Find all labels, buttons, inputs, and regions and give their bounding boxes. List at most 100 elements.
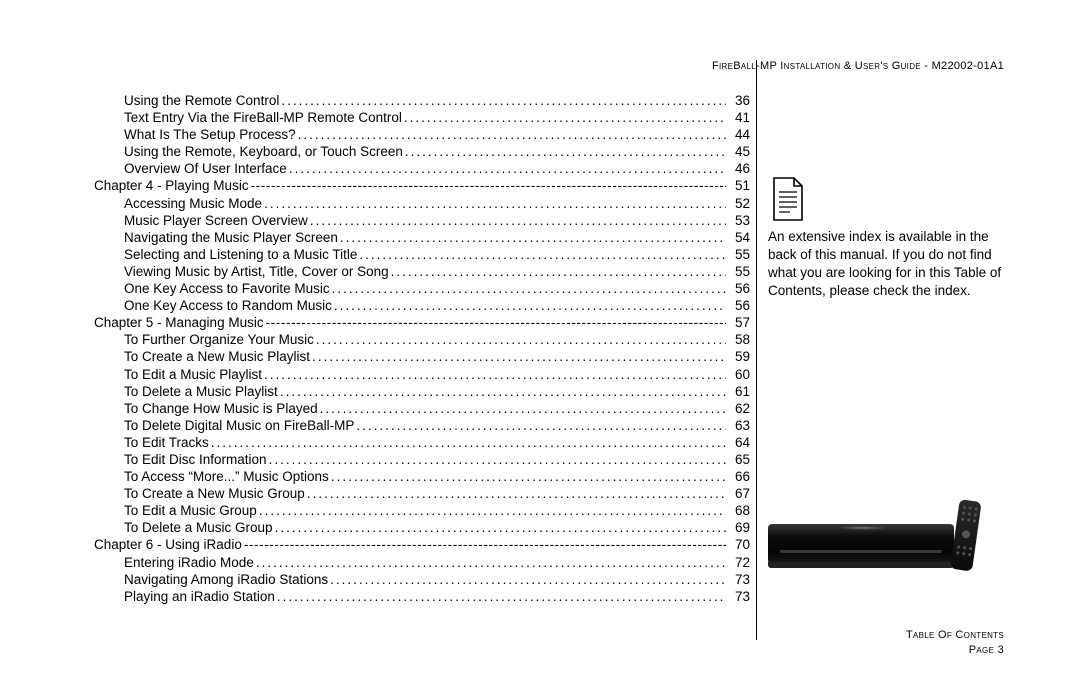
toc-entry: To Edit a Music Group 68	[94, 502, 750, 519]
toc-label: Using the Remote Control	[124, 92, 279, 109]
page-footer: Table Of Contents Page 3	[906, 628, 1004, 658]
toc-entry: To Further Organize Your Music 58	[94, 331, 750, 348]
toc-page-number: 57	[728, 314, 750, 331]
toc-entry: Overview Of User Interface46	[94, 160, 750, 177]
toc-label: Chapter 4 - Playing Music	[94, 177, 249, 194]
toc-label: What Is The Setup Process?	[124, 126, 296, 143]
toc-page-number: 44	[728, 126, 750, 143]
toc-page-number: 56	[728, 297, 750, 314]
toc-page-number: 65	[728, 451, 750, 468]
toc-leader-dots	[330, 571, 726, 588]
toc-leader-dots	[312, 348, 726, 365]
toc-label: Overview Of User Interface	[124, 160, 287, 177]
toc-page-number: 62	[728, 400, 750, 417]
toc-entry: Navigating the Music Player Screen 54	[94, 229, 750, 246]
toc-label: Playing an iRadio Station	[124, 588, 275, 605]
toc-page-number: 36	[728, 92, 750, 109]
toc-leader-dots	[269, 451, 726, 468]
toc-entry: To Edit Tracks64	[94, 434, 750, 451]
remote-control	[940, 498, 991, 573]
toc-leader-dots	[359, 246, 726, 263]
toc-label: Chapter 5 - Managing Music	[94, 314, 264, 331]
toc-entry: To Delete a Music Group 69	[94, 519, 750, 536]
device-highlight	[838, 526, 888, 530]
toc-entry: Entering iRadio Mode72	[94, 554, 750, 571]
toc-label: To Edit Disc Information	[124, 451, 267, 468]
table-of-contents: Using the Remote Control 36 Text Entry Via…	[94, 92, 750, 605]
toc-leader-dots	[281, 92, 726, 109]
toc-entry: To Create a New Music Group 67	[94, 485, 750, 502]
toc-entry: Music Player Screen Overview 53	[94, 212, 750, 229]
toc-page-number: 73	[728, 571, 750, 588]
toc-entry: Playing an iRadio Station73	[94, 588, 750, 605]
toc-entry: To Delete a Music Playlist 61	[94, 383, 750, 400]
toc-leader-dots	[316, 331, 726, 348]
vertical-divider	[756, 60, 757, 640]
toc-page-number: 56	[728, 280, 750, 297]
toc-page-number: 61	[728, 383, 750, 400]
toc-leader-dots	[404, 109, 726, 126]
toc-entry: One Key Access to Random Music 56	[94, 297, 750, 314]
toc-entry: To Access “More...” Music Options66	[94, 468, 750, 485]
toc-entry: Viewing Music by Artist, Title, Cover or…	[94, 263, 750, 280]
toc-leader-dots	[310, 212, 726, 229]
toc-entry: Selecting and Listening to a Music Title…	[94, 246, 750, 263]
toc-leader-dashes	[244, 536, 726, 553]
toc-label: To Create a New Music Playlist	[124, 348, 310, 365]
toc-leader-dots	[340, 229, 726, 246]
toc-label: Entering iRadio Mode	[124, 554, 254, 571]
toc-leader-dots	[280, 383, 726, 400]
toc-page-number: 70	[728, 536, 750, 553]
toc-page-number: 68	[728, 502, 750, 519]
toc-label: Using the Remote, Keyboard, or Touch Scr…	[124, 143, 403, 160]
device-slot	[780, 550, 942, 553]
toc-page-number: 53	[728, 212, 750, 229]
toc-label: Text Entry Via the FireBall-MP Remote Co…	[124, 109, 402, 126]
toc-page-number: 54	[728, 229, 750, 246]
toc-label: To Edit Tracks	[124, 434, 209, 451]
toc-label: To Edit a Music Group	[124, 502, 257, 519]
toc-entry: What Is The Setup Process? 44	[94, 126, 750, 143]
toc-page-number: 69	[728, 519, 750, 536]
toc-page-number: 41	[728, 109, 750, 126]
toc-page-number: 51	[728, 177, 750, 194]
toc-label: To Further Organize Your Music	[124, 331, 314, 348]
toc-label: Navigating Among iRadio Stations	[124, 571, 328, 588]
toc-label: To Delete a Music Group	[124, 519, 273, 536]
toc-label: One Key Access to Random Music	[124, 297, 332, 314]
toc-page-number: 58	[728, 331, 750, 348]
toc-entry: Using the Remote, Keyboard, or Touch Scr…	[94, 143, 750, 160]
toc-label: Music Player Screen Overview	[124, 212, 308, 229]
toc-entry: Text Entry Via the FireBall-MP Remote Co…	[94, 109, 750, 126]
toc-leader-dots	[289, 160, 726, 177]
toc-leader-dots	[307, 485, 726, 502]
product-photo	[768, 500, 1008, 578]
toc-leader-dots	[405, 143, 726, 160]
toc-label: To Access “More...” Music Options	[124, 468, 329, 485]
toc-leader-dots	[256, 554, 726, 571]
toc-leader-dots	[356, 417, 726, 434]
toc-entry: To Edit Disc Information 65	[94, 451, 750, 468]
toc-entry: To Delete Digital Music on FireBall-MP63	[94, 417, 750, 434]
toc-entry: To Create a New Music Playlist59	[94, 348, 750, 365]
toc-label: Chapter 6 - Using iRadio	[94, 536, 242, 553]
toc-entry: Accessing Music Mode52	[94, 195, 750, 212]
toc-page-number: 45	[728, 143, 750, 160]
toc-label: To Edit a Music Playlist	[124, 366, 262, 383]
toc-label: To Create a New Music Group	[124, 485, 305, 502]
toc-page-number: 60	[728, 366, 750, 383]
toc-label: Navigating the Music Player Screen	[124, 229, 338, 246]
toc-page-number: 52	[728, 195, 750, 212]
toc-leader-dots	[259, 502, 726, 519]
toc-label: To Delete Digital Music on FireBall-MP	[124, 417, 354, 434]
toc-label: To Delete a Music Playlist	[124, 383, 278, 400]
toc-entry: One Key Access to Favorite Music56	[94, 280, 750, 297]
toc-leader-dots	[264, 195, 726, 212]
toc-leader-dashes	[266, 314, 726, 331]
toc-leader-dots	[331, 468, 726, 485]
document-icon	[768, 176, 808, 222]
toc-chapter: Chapter 6 - Using iRadio 70	[94, 536, 750, 553]
toc-leader-dots	[320, 400, 726, 417]
toc-page-number: 67	[728, 485, 750, 502]
toc-leader-dots	[391, 263, 726, 280]
